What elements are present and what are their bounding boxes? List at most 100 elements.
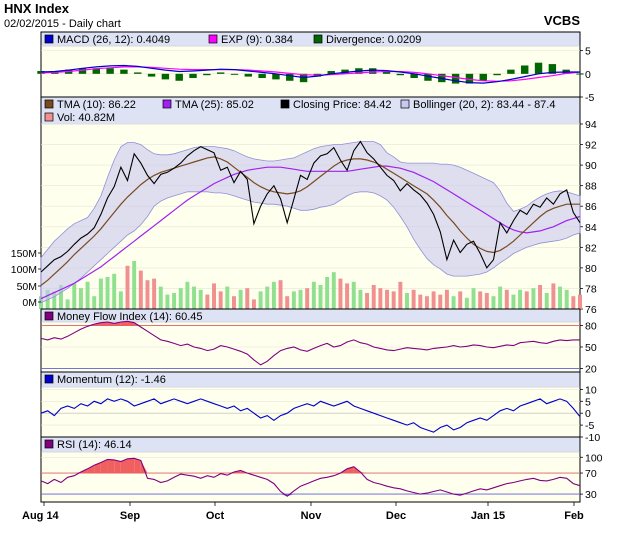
volume-bar bbox=[531, 288, 536, 309]
tick-label-momentum-2: 0 bbox=[585, 408, 591, 420]
volume-bar bbox=[198, 289, 203, 309]
legend-swatch-momentum-0 bbox=[44, 374, 54, 384]
x-axis: Aug 14 Sep Oct Nov Dec Jan 15 Feb bbox=[22, 502, 584, 522]
volume-bar bbox=[411, 289, 416, 309]
tick-label-macd-0: 5 bbox=[585, 46, 591, 58]
overbought-fill bbox=[94, 462, 101, 474]
volume-bar bbox=[271, 281, 276, 309]
tick-label-momentum-4: -10 bbox=[585, 432, 600, 444]
volume-bar bbox=[345, 283, 350, 309]
volume-bar bbox=[511, 294, 516, 309]
legend-swatch-macd-2 bbox=[313, 34, 323, 44]
volume-bar bbox=[518, 289, 523, 309]
tick-label-mfi-2: 20 bbox=[585, 363, 597, 375]
volume-bar bbox=[484, 293, 489, 309]
volume-bar bbox=[398, 281, 403, 309]
volume-bar bbox=[298, 289, 303, 309]
volume-bar bbox=[218, 291, 223, 309]
volume-bar bbox=[311, 281, 316, 309]
divergence-bar bbox=[410, 73, 418, 78]
volume-tick-label-1: 100M bbox=[11, 264, 37, 276]
overbought-fill bbox=[114, 459, 121, 474]
legend-label-price-0: TMA (10): 86.22 bbox=[57, 99, 136, 111]
legend-swatch-price-2 bbox=[280, 99, 290, 109]
legend-label-price-4: Vol: 40.82M bbox=[57, 112, 115, 124]
closing-price-line bbox=[40, 140, 581, 273]
legend-swatch-price-0 bbox=[44, 99, 54, 109]
x-tick-label-4: Dec bbox=[386, 510, 406, 522]
divergence-bar bbox=[493, 73, 501, 76]
divergence-bar bbox=[244, 73, 253, 77]
bollinger-band bbox=[40, 141, 581, 304]
mfi-line bbox=[40, 320, 580, 366]
volume-bar bbox=[365, 293, 370, 309]
tick-label-price-5: 84 bbox=[585, 222, 597, 234]
tick-label-rsi-2: 30 bbox=[585, 489, 597, 501]
legend-label-price-3: Bollinger (20, 2): 83.44 - 87.4 bbox=[413, 99, 555, 111]
volume-tick-label-3: 0M bbox=[22, 297, 37, 309]
legend-band-mfi bbox=[41, 309, 580, 322]
volume-bar bbox=[98, 278, 103, 309]
legend-swatch-mfi-0 bbox=[44, 311, 54, 321]
tick-label-price-6: 82 bbox=[585, 242, 597, 254]
divergence-bar bbox=[465, 73, 474, 84]
divergence-bar bbox=[230, 73, 239, 75]
volume-bar bbox=[125, 265, 130, 309]
volume-bar bbox=[178, 288, 183, 309]
panel-price: TMA (10): 86.22 TMA (25): 85.02 Closing Pr… bbox=[11, 96, 597, 316]
volume-bar bbox=[498, 286, 503, 309]
volume-bar bbox=[172, 293, 177, 309]
legend-band-price bbox=[41, 97, 580, 124]
divergence-bar bbox=[106, 68, 114, 74]
divergence-bar bbox=[134, 72, 142, 74]
divergence-bar bbox=[521, 65, 529, 74]
volume-bar bbox=[212, 283, 216, 309]
volume-bar bbox=[544, 293, 549, 309]
legend-label-price-1: TMA (25): 85.02 bbox=[175, 99, 254, 111]
divergence-bar bbox=[78, 68, 87, 74]
divergence-bar bbox=[286, 73, 294, 81]
volume-bar bbox=[424, 296, 429, 309]
volume-bar bbox=[418, 294, 423, 309]
divergence-bar bbox=[216, 72, 225, 74]
volume-bar bbox=[451, 296, 456, 309]
volume-bar bbox=[258, 291, 263, 309]
volume-bar bbox=[152, 278, 157, 309]
volume-bar bbox=[118, 291, 123, 309]
legend-swatch-rsi-0 bbox=[44, 439, 54, 449]
volume-bar bbox=[158, 286, 163, 309]
volume-tick-label-0: 150M bbox=[11, 248, 37, 260]
volume-bar bbox=[318, 285, 323, 309]
volume-bar bbox=[338, 278, 343, 309]
volume-bar bbox=[232, 296, 236, 309]
chart-title: HNX Index bbox=[4, 1, 70, 16]
legend-label-macd-0: MACD (26, 12): 0.4049 bbox=[57, 34, 170, 46]
overbought-fill bbox=[87, 465, 95, 474]
volume-bar bbox=[564, 289, 569, 309]
legend-label-macd-1: EXP (9): 0.384 bbox=[221, 34, 293, 46]
overbought-fill bbox=[120, 458, 128, 474]
volume-bar bbox=[458, 291, 463, 309]
volume-bar bbox=[291, 291, 296, 309]
volume-bar bbox=[351, 281, 356, 309]
volume-bar bbox=[65, 299, 70, 309]
divergence-bar bbox=[272, 73, 280, 80]
divergence-bar bbox=[534, 62, 543, 74]
legend-label-rsi-0: RSI (14): 46.14 bbox=[57, 439, 132, 451]
divergence-bar bbox=[258, 73, 266, 78]
volume-bar bbox=[138, 270, 143, 309]
volume-bar bbox=[238, 289, 243, 309]
x-tick-label-3: Nov bbox=[301, 510, 323, 522]
volume-bar bbox=[578, 294, 582, 309]
divergence-bar bbox=[327, 71, 335, 74]
volume-bar bbox=[491, 296, 496, 309]
volume-bar bbox=[391, 291, 396, 309]
divergence-bar bbox=[576, 73, 584, 75]
volume-bar bbox=[278, 280, 283, 309]
volume-bar bbox=[471, 288, 476, 309]
volume-bar bbox=[52, 291, 57, 309]
tick-label-rsi-1: 70 bbox=[585, 468, 597, 480]
panels-layer: MACD (26, 12): 0.4049 EXP (9): 0.384 Diver… bbox=[11, 31, 603, 503]
divergence-bar bbox=[175, 73, 183, 81]
